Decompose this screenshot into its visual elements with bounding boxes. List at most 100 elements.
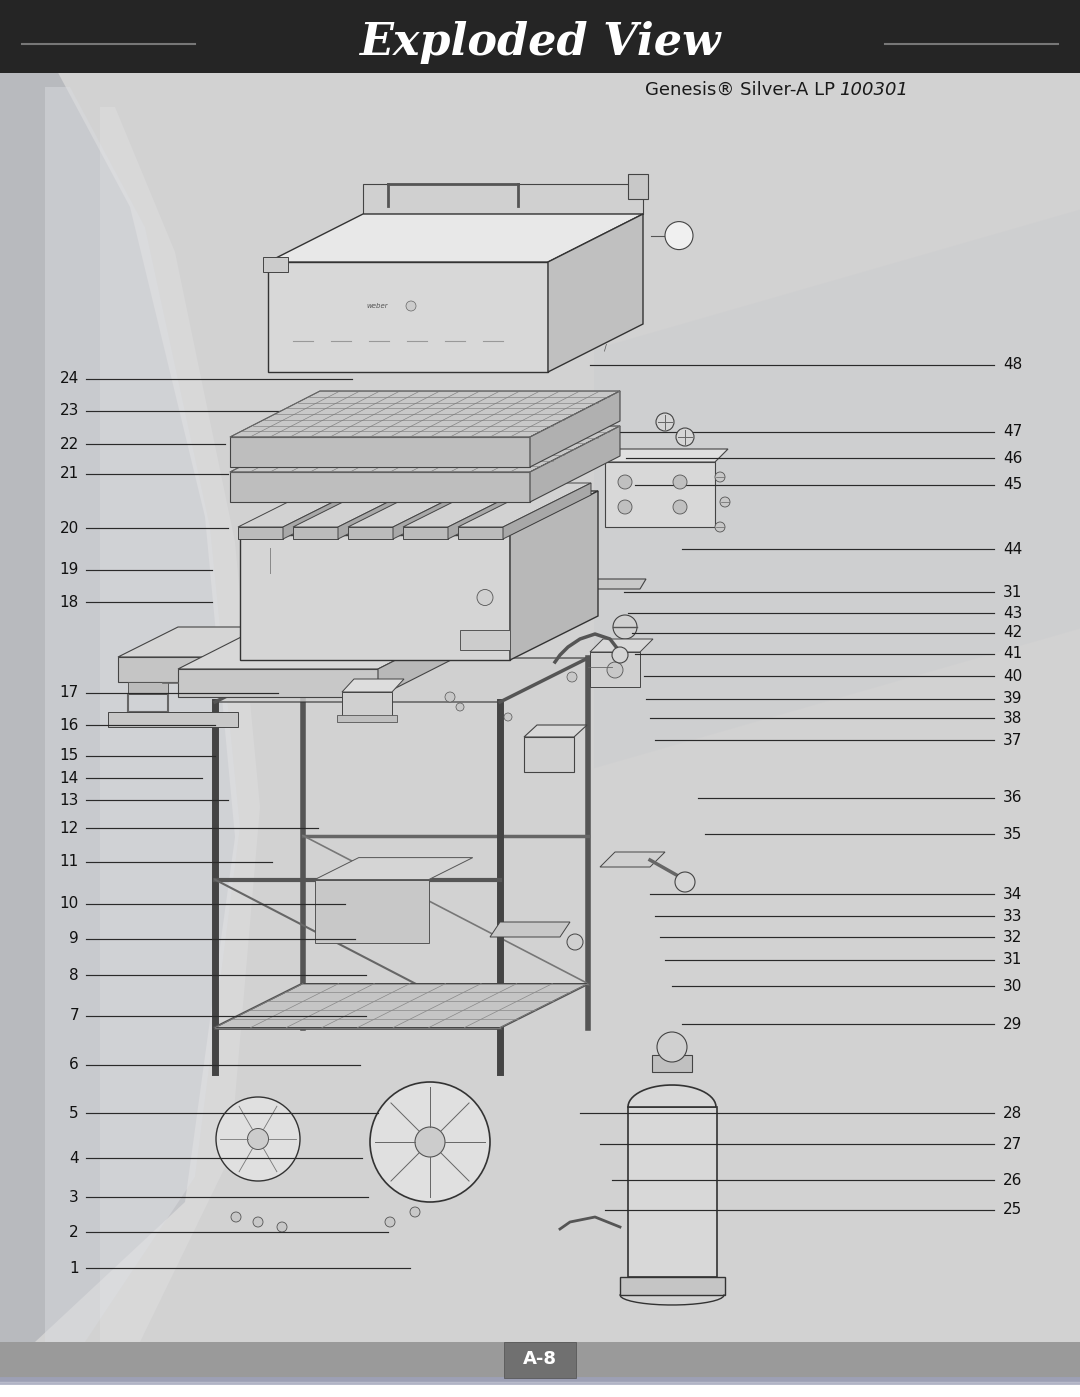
Polygon shape (605, 462, 715, 527)
Polygon shape (530, 391, 620, 467)
Circle shape (673, 475, 687, 489)
Circle shape (445, 692, 455, 703)
Text: 46: 46 (1003, 451, 1023, 465)
Polygon shape (45, 87, 240, 1343)
Text: 6: 6 (69, 1058, 79, 1071)
Polygon shape (268, 214, 643, 263)
Text: 35: 35 (1003, 827, 1023, 841)
Circle shape (567, 672, 577, 682)
Polygon shape (240, 535, 510, 659)
Text: Genesis® Silver-A LP: Genesis® Silver-A LP (645, 81, 840, 99)
Text: 18: 18 (59, 595, 79, 609)
Polygon shape (108, 712, 238, 726)
Text: 29: 29 (1003, 1017, 1023, 1031)
Bar (504, 1343, 576, 1377)
Text: 16: 16 (59, 718, 79, 732)
Text: 32: 32 (1003, 930, 1023, 944)
Polygon shape (620, 1277, 725, 1295)
Polygon shape (524, 738, 573, 773)
Circle shape (276, 1222, 287, 1232)
Polygon shape (348, 483, 481, 527)
Text: 8: 8 (69, 968, 79, 982)
Polygon shape (448, 483, 536, 539)
Circle shape (675, 872, 696, 893)
Circle shape (613, 615, 637, 638)
Circle shape (231, 1213, 241, 1222)
Circle shape (715, 522, 725, 532)
Circle shape (612, 647, 627, 664)
Polygon shape (238, 483, 372, 527)
Polygon shape (393, 483, 481, 539)
Text: 11: 11 (59, 855, 79, 869)
Polygon shape (627, 1106, 717, 1277)
Circle shape (406, 300, 416, 312)
Polygon shape (268, 263, 548, 372)
Polygon shape (458, 527, 503, 539)
Circle shape (676, 427, 694, 446)
Text: 1: 1 (69, 1261, 79, 1275)
Circle shape (720, 497, 730, 507)
Polygon shape (403, 483, 536, 527)
Text: 4: 4 (69, 1151, 79, 1165)
Polygon shape (403, 527, 448, 539)
Polygon shape (314, 880, 429, 943)
Circle shape (456, 703, 464, 711)
Polygon shape (293, 527, 338, 539)
Polygon shape (627, 175, 648, 198)
Circle shape (477, 590, 492, 605)
Polygon shape (627, 1085, 716, 1106)
Text: 3: 3 (69, 1190, 79, 1204)
Circle shape (384, 1217, 395, 1227)
Text: 36: 36 (1003, 791, 1023, 805)
Text: 15: 15 (59, 749, 79, 763)
Circle shape (504, 712, 512, 721)
Text: 20: 20 (59, 521, 79, 535)
Bar (0, 0, 1080, 73)
Polygon shape (215, 983, 588, 1028)
Text: 17: 17 (59, 686, 79, 700)
Text: 9: 9 (69, 932, 79, 946)
Circle shape (370, 1083, 490, 1201)
Text: 41: 41 (1003, 647, 1023, 661)
Text: 47: 47 (1003, 425, 1023, 439)
Text: 21: 21 (59, 467, 79, 481)
Polygon shape (378, 631, 453, 697)
Text: 34: 34 (1003, 887, 1023, 901)
Polygon shape (118, 627, 308, 657)
Circle shape (410, 1207, 420, 1217)
Bar (0, 15, 1080, 73)
Polygon shape (215, 658, 588, 703)
Circle shape (656, 414, 674, 432)
Polygon shape (264, 257, 288, 272)
Text: 37: 37 (1003, 733, 1023, 747)
Polygon shape (230, 437, 530, 467)
Text: 19: 19 (59, 563, 79, 577)
Circle shape (351, 703, 359, 711)
Circle shape (657, 1032, 687, 1062)
Text: 38: 38 (1003, 711, 1023, 725)
Circle shape (673, 500, 687, 514)
Polygon shape (338, 483, 426, 539)
Polygon shape (363, 184, 643, 214)
Polygon shape (240, 490, 598, 535)
Polygon shape (337, 715, 397, 722)
Polygon shape (524, 725, 588, 738)
Polygon shape (230, 472, 530, 502)
Bar (0, 1343, 1080, 1377)
Text: 45: 45 (1003, 478, 1023, 492)
Circle shape (346, 693, 354, 701)
Bar (0, 1377, 1080, 1397)
Text: weber: weber (366, 303, 388, 309)
Text: 28: 28 (1003, 1106, 1023, 1120)
Text: 24: 24 (59, 372, 79, 386)
Polygon shape (100, 108, 260, 1343)
Text: 13: 13 (59, 793, 79, 807)
Text: 42: 42 (1003, 626, 1023, 640)
Circle shape (424, 550, 436, 563)
Text: 25: 25 (1003, 1203, 1023, 1217)
Circle shape (715, 472, 725, 482)
Text: /: / (604, 344, 607, 352)
Text: Exploded View: Exploded View (360, 21, 720, 64)
Polygon shape (230, 426, 620, 472)
Polygon shape (342, 679, 404, 692)
